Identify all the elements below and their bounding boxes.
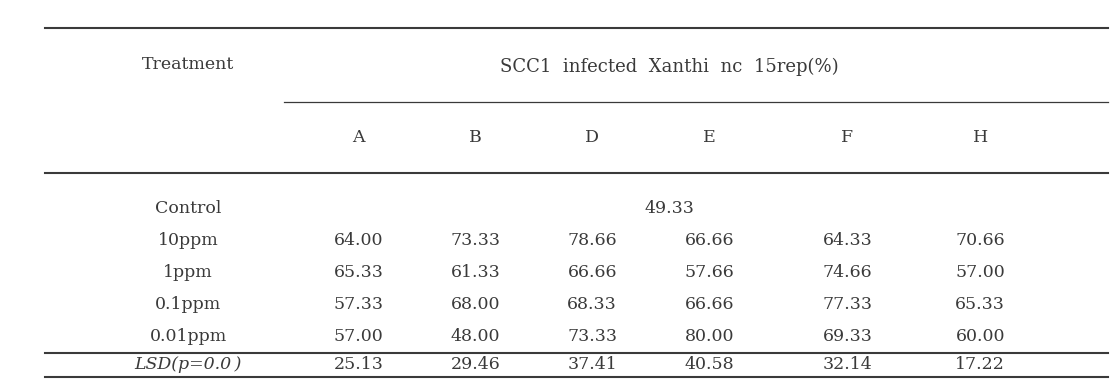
Text: 74.66: 74.66: [822, 264, 872, 281]
Text: 73.33: 73.33: [567, 328, 618, 345]
Text: 57.00: 57.00: [956, 264, 1005, 281]
Text: 65.33: 65.33: [333, 264, 384, 281]
Text: 69.33: 69.33: [822, 328, 873, 345]
Text: 64.33: 64.33: [822, 232, 872, 249]
Text: 78.66: 78.66: [567, 232, 617, 249]
Text: 77.33: 77.33: [822, 296, 873, 313]
Text: 0.01ppm: 0.01ppm: [150, 328, 227, 345]
Text: 68.00: 68.00: [451, 296, 500, 313]
Text: 49.33: 49.33: [645, 200, 694, 217]
Text: 10ppm: 10ppm: [158, 232, 218, 249]
Text: 66.66: 66.66: [685, 296, 734, 313]
Text: 64.00: 64.00: [333, 232, 383, 249]
Text: 66.66: 66.66: [567, 264, 617, 281]
Text: D: D: [585, 129, 600, 146]
Text: 80.00: 80.00: [685, 328, 734, 345]
Text: Treatment: Treatment: [142, 57, 234, 73]
Text: 57.66: 57.66: [685, 264, 734, 281]
Text: E: E: [703, 129, 715, 146]
Text: 61.33: 61.33: [451, 264, 500, 281]
Text: 65.33: 65.33: [956, 296, 1005, 313]
Text: A: A: [352, 129, 365, 146]
Text: 25.13: 25.13: [333, 356, 384, 373]
Text: 70.66: 70.66: [956, 232, 1005, 249]
Text: 32.14: 32.14: [822, 356, 872, 373]
Text: 68.33: 68.33: [567, 296, 617, 313]
Text: H: H: [972, 129, 988, 146]
Text: 66.66: 66.66: [685, 232, 734, 249]
Text: 57.00: 57.00: [333, 328, 383, 345]
Text: Control: Control: [156, 200, 222, 217]
Text: 57.33: 57.33: [333, 296, 384, 313]
Text: 73.33: 73.33: [450, 232, 500, 249]
Text: LSD(p=0.0 ): LSD(p=0.0 ): [134, 356, 242, 373]
Text: 29.46: 29.46: [451, 356, 500, 373]
Text: 0.1ppm: 0.1ppm: [156, 296, 222, 313]
Text: 1ppm: 1ppm: [163, 264, 213, 281]
Text: 37.41: 37.41: [567, 356, 617, 373]
Text: 48.00: 48.00: [451, 328, 500, 345]
Text: SCC1  infected  Xanthi  nc  15rep(%): SCC1 infected Xanthi nc 15rep(%): [500, 58, 838, 76]
Text: 17.22: 17.22: [956, 356, 1005, 373]
Text: 60.00: 60.00: [956, 328, 1005, 345]
Text: 40.58: 40.58: [685, 356, 734, 373]
Text: B: B: [469, 129, 481, 146]
Text: F: F: [841, 129, 854, 146]
